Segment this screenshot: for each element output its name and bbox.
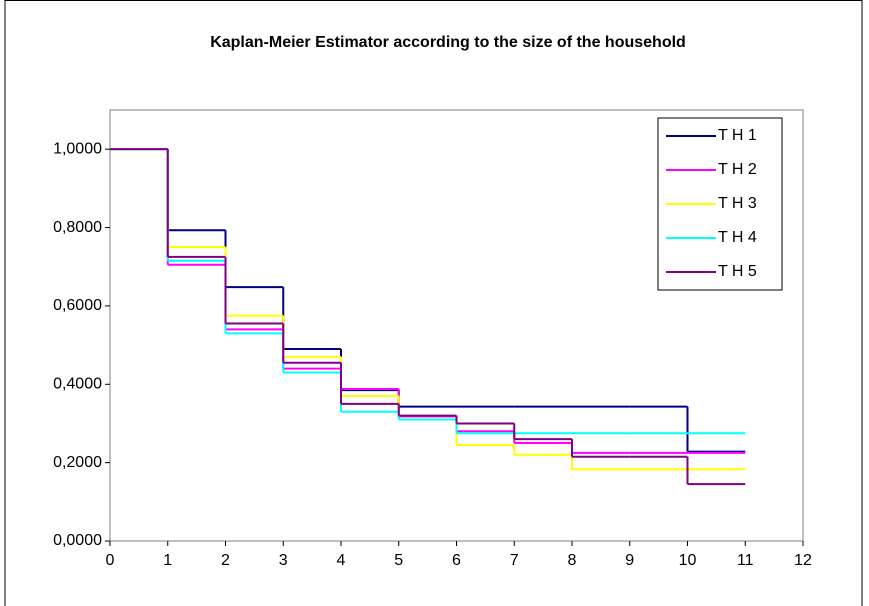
y-tick-label: 0,0000	[53, 532, 102, 549]
x-tick-label: 10	[679, 552, 697, 569]
legend-label: T H 4	[718, 229, 757, 246]
x-tick-label: 12	[794, 552, 812, 569]
x-tick-label: 7	[510, 552, 519, 569]
x-tick-label: 11	[737, 552, 754, 569]
x-tick-label: 6	[452, 552, 461, 569]
x-tick-label: 1	[163, 552, 172, 569]
y-tick-label: 0,2000	[53, 454, 102, 471]
chart-title: Kaplan-Meier Estimator according to the …	[210, 34, 686, 51]
legend-label: T H 1	[718, 127, 757, 144]
x-tick-label: 4	[337, 552, 346, 569]
legend-label: T H 2	[718, 161, 757, 178]
y-tick-label: 0,6000	[53, 297, 102, 314]
y-tick-label: 0,4000	[53, 375, 102, 392]
y-tick-label: 0,8000	[53, 219, 102, 236]
x-tick-label: 5	[394, 552, 403, 569]
x-tick-label: 3	[279, 552, 288, 569]
legend-label: T H 3	[718, 195, 757, 212]
y-tick-label: 1,0000	[53, 140, 102, 157]
x-tick-label: 9	[625, 552, 634, 569]
legend-label: T H 5	[718, 263, 757, 280]
x-tick-label: 8	[568, 552, 577, 569]
x-tick-label: 0	[106, 552, 115, 569]
x-tick-label: 2	[221, 552, 230, 569]
